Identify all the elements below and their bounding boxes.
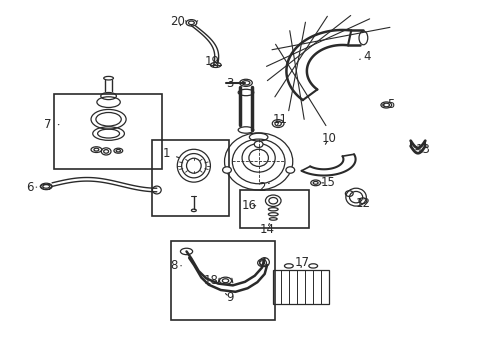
Circle shape bbox=[286, 167, 294, 173]
Text: 16: 16 bbox=[242, 199, 256, 212]
Circle shape bbox=[266, 195, 281, 206]
Circle shape bbox=[254, 141, 263, 148]
Text: 10: 10 bbox=[321, 132, 336, 145]
Text: 5: 5 bbox=[382, 99, 395, 112]
Text: 12: 12 bbox=[355, 197, 370, 210]
Text: 15: 15 bbox=[320, 176, 335, 189]
Text: 3: 3 bbox=[226, 77, 240, 90]
Text: 19: 19 bbox=[204, 55, 220, 68]
Text: 8: 8 bbox=[171, 259, 181, 272]
Text: 20: 20 bbox=[171, 14, 185, 27]
Text: 11: 11 bbox=[272, 113, 288, 126]
Text: 17: 17 bbox=[295, 256, 310, 269]
Text: 7: 7 bbox=[44, 118, 59, 131]
Text: 18: 18 bbox=[203, 274, 219, 287]
Circle shape bbox=[104, 150, 109, 153]
Text: 1: 1 bbox=[162, 147, 179, 160]
Text: 13: 13 bbox=[416, 143, 430, 156]
Text: 9: 9 bbox=[225, 291, 234, 305]
Circle shape bbox=[222, 167, 231, 173]
Text: 4: 4 bbox=[360, 50, 370, 63]
Text: 2: 2 bbox=[258, 181, 270, 194]
Text: 14: 14 bbox=[259, 223, 274, 236]
Text: 6: 6 bbox=[26, 181, 37, 194]
